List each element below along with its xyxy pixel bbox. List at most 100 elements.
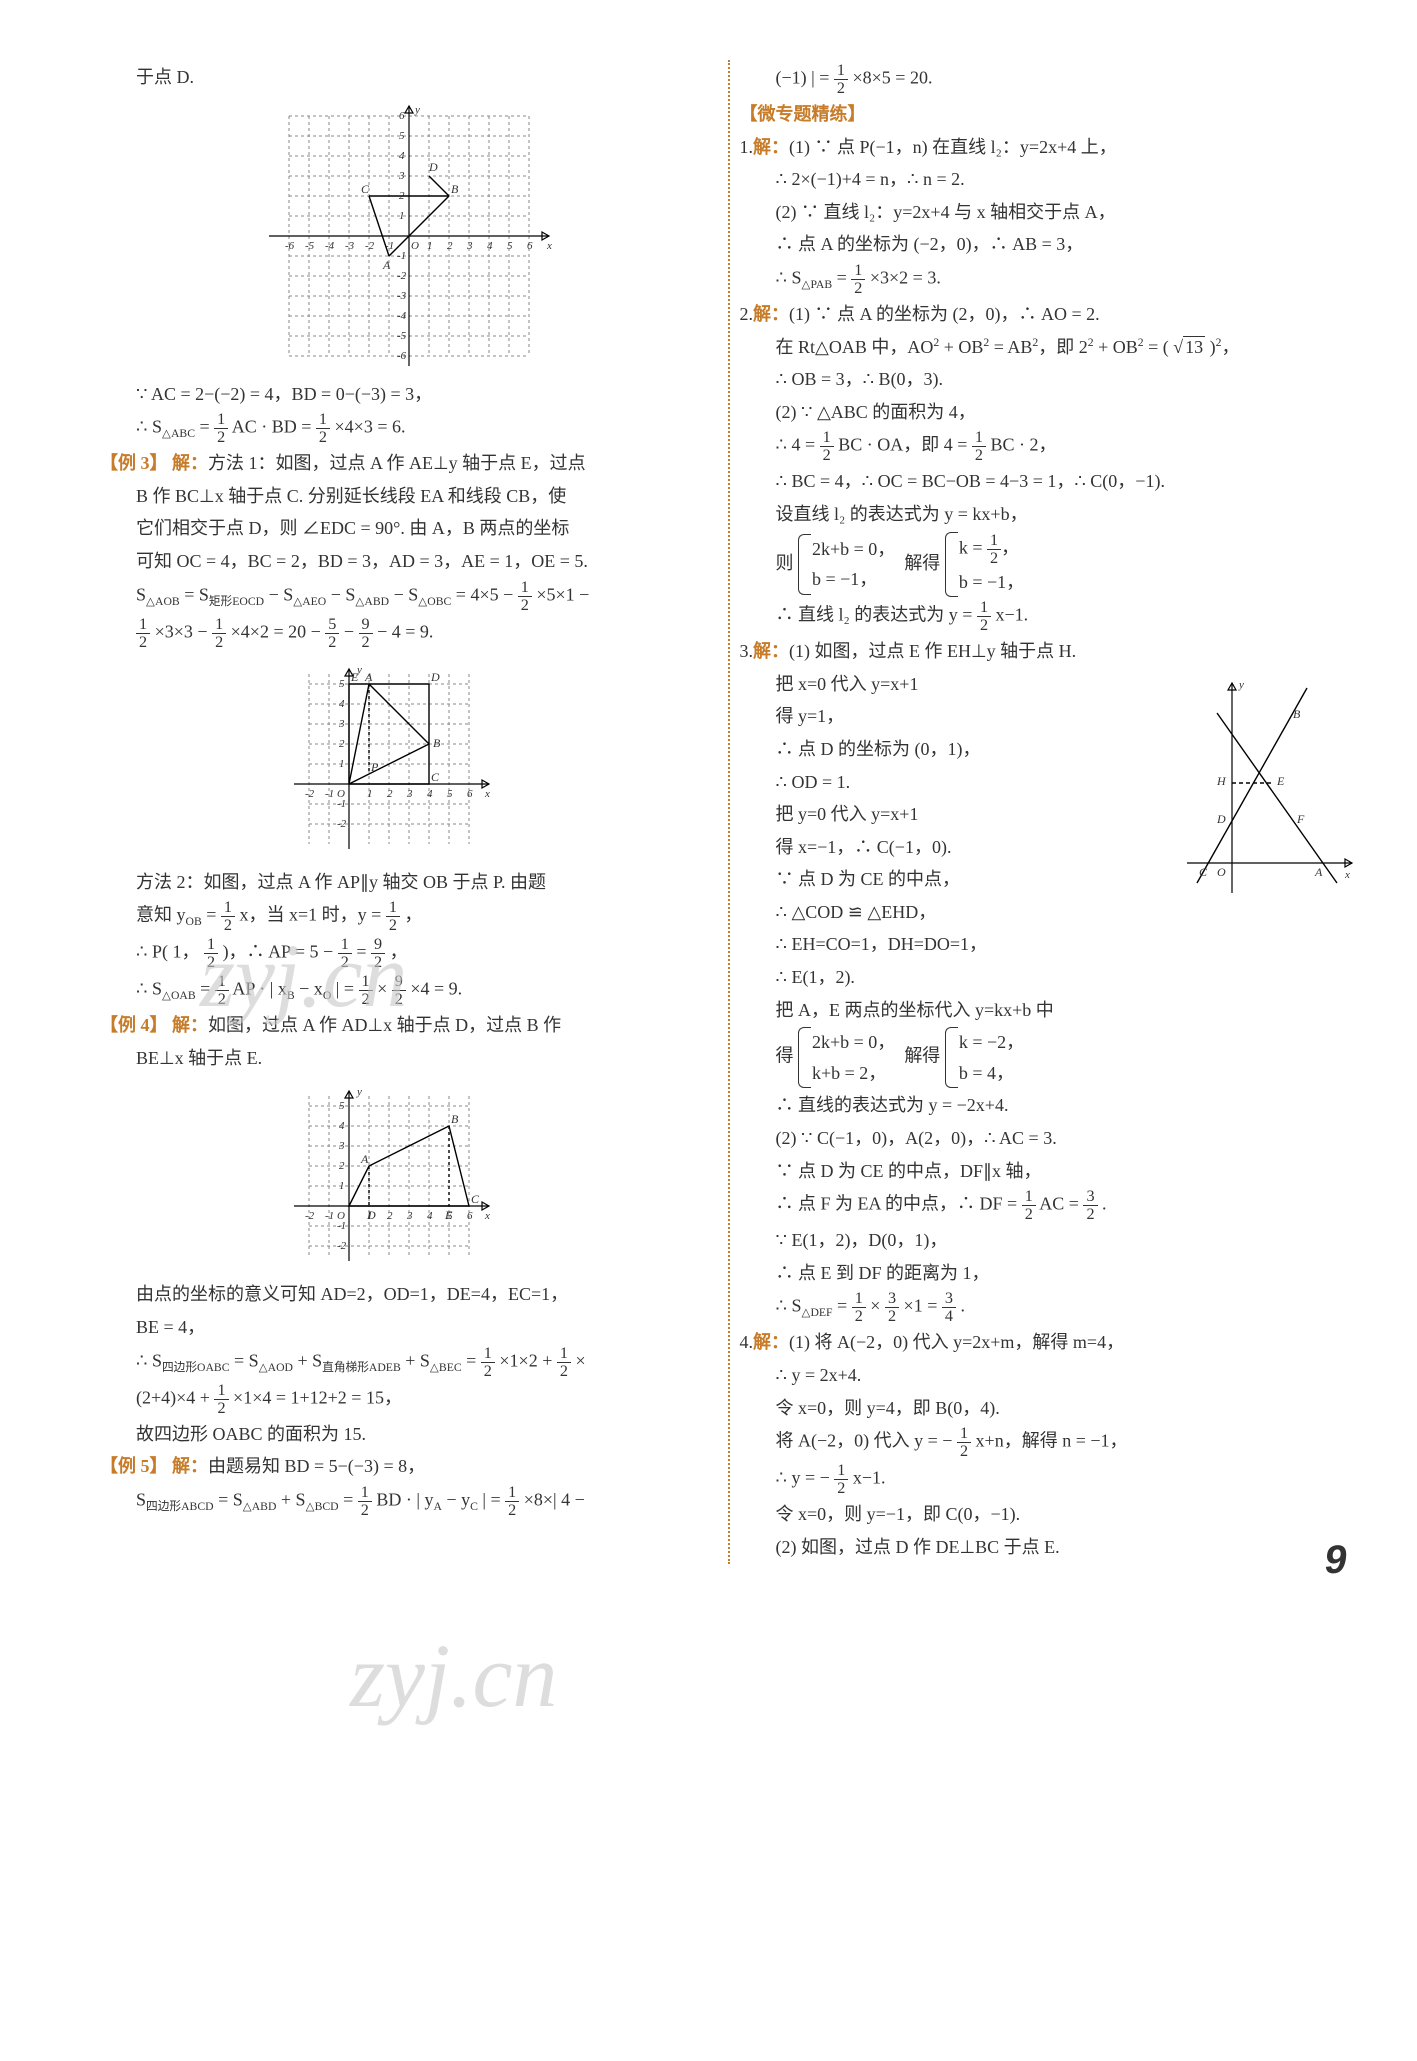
svg-text:y: y	[1238, 679, 1244, 691]
svg-text:-2: -2	[305, 1210, 315, 1222]
p4-c: 令 x=0，则 y=4，即 B(0，4).	[740, 1393, 1358, 1424]
svg-text:x: x	[546, 240, 552, 252]
svg-text:-1: -1	[337, 1220, 346, 1232]
ex3-s1: S△AOB = S矩形EOCD − S△AEO − S△ABD − S△OBC …	[100, 579, 718, 614]
svg-text:6: 6	[467, 1210, 473, 1222]
ex3-m1a: B 作 BC⊥x 轴于点 C. 分别延长线段 EA 和线段 CB，使	[100, 481, 718, 512]
svg-text:3: 3	[338, 1140, 345, 1152]
svg-text:4: 4	[427, 1210, 433, 1222]
p2-h: 则 2k+b = 0， b = −1， 解得 k = 12， b = −1，	[740, 532, 1358, 598]
p3-s: ∴ 点 E 到 DF 的距离为 1，	[740, 1258, 1358, 1289]
svg-text:C: C	[361, 182, 370, 196]
svg-text:P: P	[370, 760, 379, 774]
p3-q: ∴ 点 F 为 EA 的中点，∴ DF = 12 AC = 32 .	[740, 1188, 1358, 1223]
svg-text:5: 5	[399, 130, 405, 142]
right-column: (−1) | = 12 ×8×5 = 20. 【微专题精练】 1.解：(1) ∵…	[740, 60, 1358, 1564]
svg-text:4: 4	[427, 788, 433, 800]
ex3-m2b: 意知 yOB = 12 x，当 x=1 时，y = 12 ，	[100, 899, 718, 934]
svg-text:2: 2	[339, 1160, 345, 1172]
svg-text:2: 2	[339, 738, 345, 750]
svg-text:C: C	[1199, 865, 1208, 879]
svg-text:5: 5	[339, 1100, 345, 1112]
svg-text:A: A	[364, 670, 373, 684]
left-ac-bd: ∵ AC = 2−(−2) = 4，BD = 0−(−3) = 3，	[100, 379, 718, 410]
p3-j: ∴ EH=CO=1，DH=DO=1，	[740, 929, 1358, 960]
svg-text:-2: -2	[337, 1240, 347, 1252]
svg-text:-5: -5	[305, 240, 315, 252]
svg-text:F: F	[1296, 812, 1305, 826]
svg-text:D: D	[366, 1208, 376, 1222]
svg-text:-1: -1	[397, 250, 406, 262]
p2-e: ∴ 4 = 12 BC · OA，即 4 = 12 BC · 2，	[740, 429, 1358, 464]
prob1-head: 1.解：(1) ∵ 点 P(−1，n) 在直线 l₂：y=2x+4 上，	[740, 132, 1358, 163]
svg-text:C: C	[431, 770, 440, 784]
svg-text:3: 3	[338, 718, 345, 730]
figure-grid-3: x y O -2-1 123 456 -1-2 123 45 A B C D E	[100, 1081, 718, 1271]
svg-text:4: 4	[399, 150, 405, 162]
svg-text:y: y	[414, 104, 420, 116]
svg-text:E: E	[444, 1208, 453, 1222]
svg-text:-6: -6	[285, 240, 295, 252]
svg-text:x: x	[484, 788, 490, 800]
svg-text:5: 5	[507, 240, 513, 252]
svg-text:1: 1	[399, 210, 405, 222]
example-4-head: 【例 4】 解：如图，过点 A 作 AD⊥x 轴于点 D，过点 B 作	[100, 1010, 718, 1041]
svg-text:1: 1	[367, 788, 373, 800]
svg-text:1: 1	[339, 1180, 345, 1192]
svg-text:B: B	[1293, 707, 1301, 721]
ex4-f: (2+4)×4 + 12 ×1×4 = 1+12+2 = 15，	[100, 1382, 718, 1417]
ex3-m1b: 它们相交于点 D，则 ∠EDC = 90°. 由 A，B 两点的坐标	[100, 513, 718, 544]
p2-f: ∴ BC = 4，∴ OC = BC−OB = 4−3 = 1，∴ C(0，−1…	[740, 466, 1358, 497]
svg-text:6: 6	[527, 240, 533, 252]
svg-text:5: 5	[447, 788, 453, 800]
svg-text:E: E	[350, 670, 359, 684]
svg-text:3: 3	[466, 240, 473, 252]
svg-text:B: B	[451, 1112, 459, 1126]
svg-text:x: x	[484, 1210, 490, 1222]
p1-c: (2) ∵ 直线 l₂：y=2x+4 与 x 轴相交于点 A，	[740, 197, 1358, 228]
p2-d: (2) ∵ △ABC 的面积为 4，	[740, 397, 1358, 428]
svg-text:x: x	[1344, 869, 1350, 881]
svg-text:A: A	[360, 1152, 369, 1166]
svg-text:1: 1	[427, 240, 433, 252]
ex3-m2c: ∴ P( 1， 12 )，∴ AP = 5 − 12 = 92 ，	[100, 936, 718, 971]
svg-text:B: B	[433, 736, 441, 750]
ex4-c: 由点的坐标的意义可知 AD=2，OD=1，DE=4，EC=1，	[100, 1279, 718, 1310]
p2-i: ∴ 直线 l₂ 的表达式为 y = 12 x−1.	[740, 599, 1358, 634]
p2-b: 在 Rt△OAB 中，AO2 + OB2 = AB2，即 22 + OB2 = …	[740, 332, 1358, 363]
figure-grid-1: x y O -6-5-4 -3-2-1 123 456 -1-2-3 -4-5-…	[100, 101, 718, 371]
svg-text:6: 6	[399, 110, 405, 122]
svg-text:O: O	[1217, 865, 1226, 879]
p3-m: 得 2k+b = 0， k+b = 2， 解得 k = −2， b = 4，	[740, 1027, 1358, 1088]
left-column: 于点 D. x	[100, 60, 718, 1564]
figure-grid-2: x y O -2-1 123 456 -1-2 123 45 E A D B C	[100, 659, 718, 859]
left-intro-line: 于点 D.	[100, 62, 718, 93]
p1-b: ∴ 2×(−1)+4 = n，∴ n = 2.	[740, 164, 1358, 195]
example-5-head: 【例 5】 解：由题易知 BD = 5−(−3) = 8，	[100, 1451, 718, 1482]
svg-text:y: y	[356, 1086, 362, 1098]
subtopic-heading: 【微专题精练】	[740, 99, 1358, 130]
p4-f: 令 x=0，则 y=−1，即 C(0，−1).	[740, 1499, 1358, 1530]
p4-g: (2) 如图，过点 D 作 DE⊥BC 于点 E.	[740, 1532, 1358, 1563]
svg-text:-2: -2	[337, 818, 347, 830]
right-cont: (−1) | = 12 ×8×5 = 20.	[740, 62, 1358, 97]
svg-text:3: 3	[406, 1210, 413, 1222]
svg-text:1: 1	[339, 758, 345, 770]
svg-text:D: D	[428, 160, 438, 174]
svg-text:E: E	[1276, 774, 1285, 788]
svg-text:B: B	[451, 182, 459, 196]
svg-text:-3: -3	[397, 290, 407, 302]
svg-text:4: 4	[487, 240, 493, 252]
p3-l: 把 A，E 两点的坐标代入 y=kx+b 中	[740, 995, 1358, 1026]
p4-b: ∴ y = 2x+4.	[740, 1360, 1358, 1391]
p1-d: ∴ 点 A 的坐标为 (−2，0)，∴ AB = 3，	[740, 229, 1358, 260]
svg-text:-3: -3	[345, 240, 355, 252]
ex4-d: BE = 4，	[100, 1312, 718, 1343]
svg-text:-1: -1	[325, 788, 334, 800]
svg-text:4: 4	[339, 698, 345, 710]
svg-text:D: D	[1216, 812, 1226, 826]
svg-text:-6: -6	[397, 350, 407, 362]
column-divider	[728, 60, 730, 1564]
svg-text:C: C	[471, 1192, 480, 1206]
svg-text:-2: -2	[365, 240, 375, 252]
